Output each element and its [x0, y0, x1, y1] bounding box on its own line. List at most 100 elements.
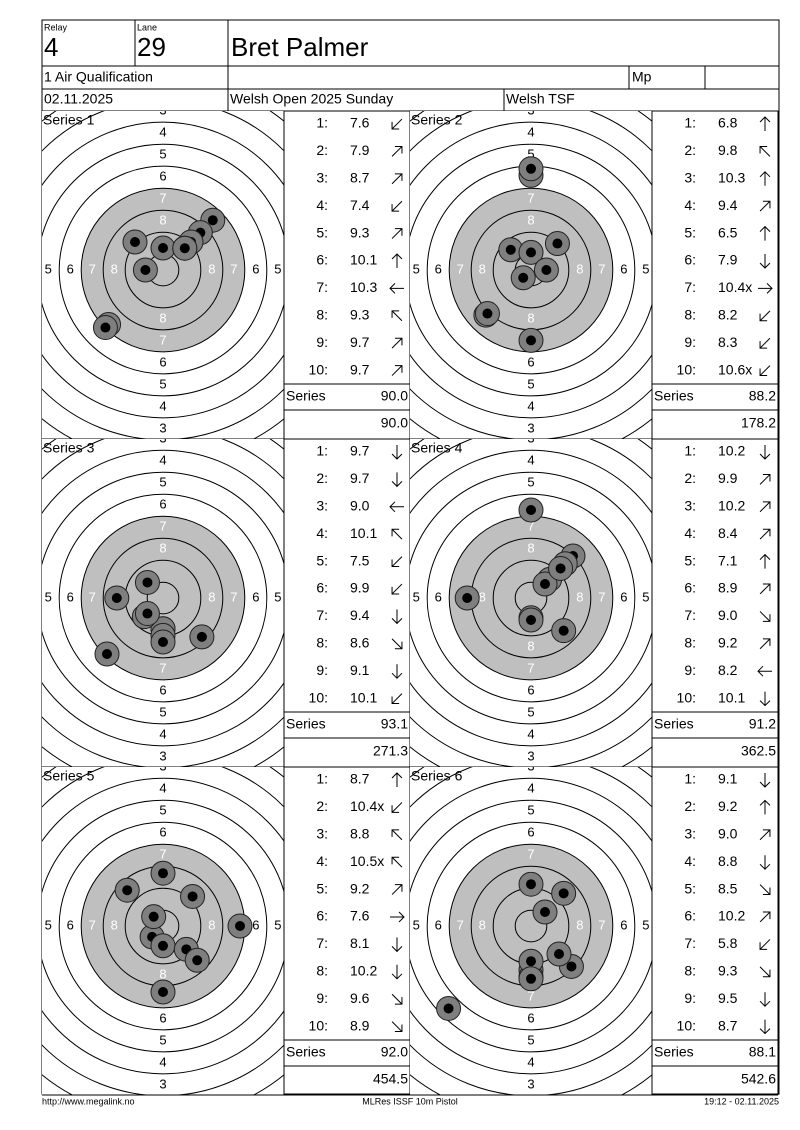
shot-center	[158, 243, 168, 253]
ring-label: 5	[274, 261, 281, 276]
direction-arrow	[391, 583, 403, 595]
ring-label: 4	[391, 917, 398, 932]
ring	[42, 471, 284, 725]
direction-arrow	[391, 253, 403, 268]
shot-score: 9.0	[718, 826, 738, 842]
ring-label: 7	[89, 261, 96, 276]
shot-number: 10:	[677, 361, 696, 377]
shot-center	[482, 308, 493, 319]
ring-label: 8	[111, 261, 118, 276]
direction-arrow	[391, 173, 403, 185]
ring-label: 6	[67, 261, 74, 276]
shot-score: 7.6	[350, 115, 370, 131]
direction-arrow	[757, 665, 772, 677]
shot-center	[443, 1003, 454, 1014]
shot	[114, 877, 140, 903]
ring-label: 7	[159, 332, 166, 347]
ring-label: 4	[159, 398, 166, 413]
shot	[518, 156, 544, 182]
shot-score: 9.3	[718, 963, 738, 979]
ring-label: 3	[1, 917, 8, 932]
ring-label: 5	[159, 1032, 166, 1047]
ring-label: 6	[435, 589, 442, 604]
shot-center	[111, 593, 122, 603]
shot-center	[158, 637, 168, 647]
series-total: 88.1	[749, 1044, 776, 1060]
shot-number: 8:	[316, 307, 328, 323]
series-total: 91.2	[749, 716, 776, 732]
ring-label: 8	[208, 917, 215, 932]
ring-label: 3	[527, 1076, 534, 1091]
shot-score: 9.7	[350, 334, 370, 350]
footer-center: MLRes ISSF 10m Pistol	[362, 1096, 458, 1106]
ring-label: 5	[45, 917, 52, 932]
shot-center	[526, 879, 536, 890]
direction-arrow	[759, 254, 771, 269]
ring-label: 6	[527, 825, 534, 840]
ring-label: 7	[159, 191, 166, 206]
shot-center	[541, 265, 552, 275]
shot	[532, 571, 558, 597]
direction-arrow	[391, 609, 403, 625]
shot-center	[526, 335, 536, 346]
direction-arrow	[759, 553, 771, 569]
ring-label: 8	[527, 541, 534, 556]
ring-label: 5	[413, 917, 420, 932]
cumulative-total: 271.3	[373, 743, 408, 759]
shot-score: 9.3	[350, 224, 370, 240]
direction-arrow	[391, 693, 403, 705]
cumulative-total: 90.0	[381, 415, 408, 431]
ring-label: 4	[296, 589, 303, 604]
shot-center	[196, 631, 207, 642]
shot-score: 7.6	[350, 908, 370, 924]
ring-label: 4	[527, 781, 534, 796]
shot-number: 5:	[684, 224, 696, 240]
ring-label: 4	[296, 261, 303, 276]
shot	[551, 618, 577, 644]
ring-label: 7	[89, 589, 96, 604]
shot-number: 7:	[316, 935, 328, 951]
ring-label: 6	[435, 261, 442, 276]
shot-number: 3:	[316, 170, 328, 186]
shot-number: 10:	[309, 1017, 328, 1033]
ring	[42, 449, 284, 747]
direction-arrow	[391, 365, 403, 376]
shot-center	[101, 649, 112, 660]
shot-score: 9.4	[718, 197, 738, 213]
ring-label: 3	[527, 103, 534, 118]
ring-label: 6	[159, 1010, 166, 1025]
ring-label: 8	[479, 589, 486, 604]
shot-center	[158, 987, 168, 997]
shot-center	[122, 885, 133, 896]
shot-number: 2:	[684, 142, 696, 158]
ring-label: 5	[159, 704, 166, 719]
ring	[42, 777, 284, 1075]
ring-label: 6	[159, 682, 166, 697]
shot-center	[158, 868, 168, 879]
ring-label: 7	[598, 917, 605, 932]
shot-number: 9:	[684, 990, 696, 1006]
shot-score: 10.1	[350, 252, 377, 268]
direction-arrow	[759, 171, 771, 186]
ring-label: 4	[23, 917, 30, 932]
shot-score: 10.2	[350, 963, 377, 979]
shot-score: 10.3	[350, 279, 377, 295]
shot-number: 10:	[677, 689, 696, 705]
shot-number: 2:	[316, 798, 328, 814]
direction-arrow	[759, 992, 771, 1007]
ring-label: 6	[620, 917, 627, 932]
ring-label: 6	[159, 169, 166, 184]
shot-center	[142, 577, 153, 588]
shot-center	[558, 625, 569, 636]
series-total-label: Series	[654, 388, 694, 404]
ring-label: 6	[527, 682, 534, 697]
direction-arrow	[759, 691, 771, 707]
ring	[448, 843, 614, 1009]
shot	[94, 641, 120, 667]
lane-label: Lane	[137, 22, 157, 32]
shot-score: 7.4	[350, 197, 370, 213]
shot-score: 9.4	[350, 607, 370, 623]
ring	[410, 799, 652, 1053]
shot	[551, 880, 577, 906]
